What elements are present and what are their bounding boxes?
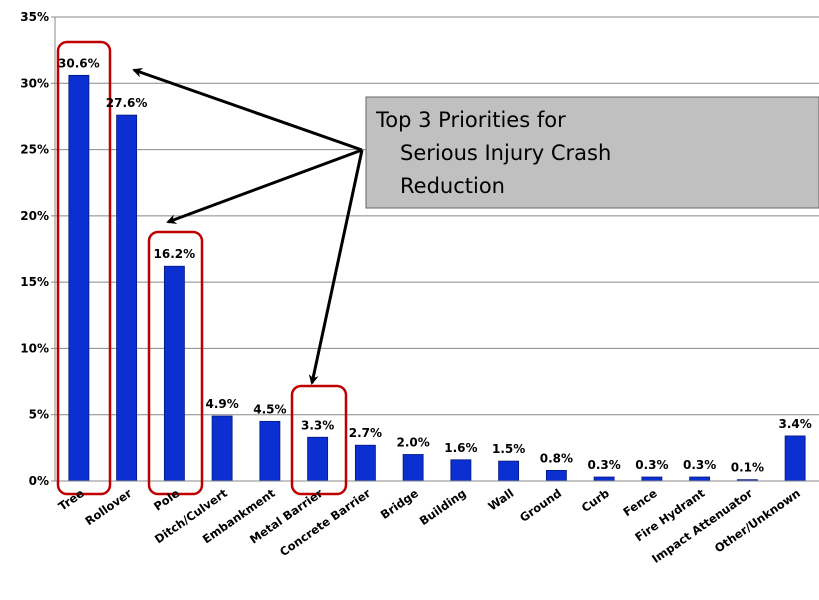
bar xyxy=(354,444,376,482)
bar xyxy=(498,460,520,482)
arrow xyxy=(308,149,364,385)
value-label: 0.3% xyxy=(587,458,620,472)
x-tick-label: Building xyxy=(417,486,469,528)
x-tick-label: Fence xyxy=(620,486,659,519)
value-label: 2.7% xyxy=(349,426,382,440)
highlight xyxy=(147,230,204,496)
value-label: 0.3% xyxy=(683,458,716,472)
annotation: Serious Injury Crash xyxy=(400,141,611,165)
value-label: 1.5% xyxy=(492,442,525,456)
value-label: 0.1% xyxy=(731,461,764,475)
bar xyxy=(259,420,281,482)
highlight xyxy=(56,40,112,496)
value-label: 16.2% xyxy=(154,247,196,261)
value-label: 1.6% xyxy=(444,441,477,455)
bar xyxy=(784,435,806,482)
bar xyxy=(641,476,663,482)
annotation: Reduction xyxy=(400,174,505,198)
arrow xyxy=(166,148,363,224)
highlight xyxy=(290,384,348,496)
x-tick-label: Concrete Barrier xyxy=(277,486,373,559)
bar xyxy=(545,469,567,482)
x-tick-label: Pole xyxy=(151,486,182,514)
y-tick-label: 5% xyxy=(29,408,49,422)
bar xyxy=(211,415,233,482)
value-label: 27.6% xyxy=(106,96,148,110)
bar xyxy=(307,436,329,482)
y-tick-label: 30% xyxy=(20,76,49,90)
annotation: Top 3 Priorities for xyxy=(375,108,566,132)
y-tick-label: 15% xyxy=(20,275,49,289)
y-tick-label: 20% xyxy=(20,209,49,223)
value-label: 0.8% xyxy=(540,451,573,465)
bars xyxy=(68,74,806,482)
bar xyxy=(116,114,138,482)
x-tick-label: Curb xyxy=(579,486,612,515)
x-tick-label: Bridge xyxy=(378,486,421,522)
bar xyxy=(689,476,711,482)
value-label: 4.5% xyxy=(253,402,286,416)
y-tick-label: 10% xyxy=(20,341,49,355)
bar xyxy=(163,265,185,482)
value-label: 3.3% xyxy=(301,418,334,432)
value-label: 30.6% xyxy=(58,56,100,70)
y-tick-label: 25% xyxy=(20,143,49,157)
bar xyxy=(68,74,90,482)
value-label: 2.0% xyxy=(396,435,429,449)
y-tick-label: 0% xyxy=(29,474,49,488)
x-tick-label: Wall xyxy=(485,486,516,513)
annotation-box xyxy=(365,96,819,209)
arrow xyxy=(132,67,363,152)
x-tick-label: Other/Unknown xyxy=(712,486,803,556)
value-label: 0.3% xyxy=(635,458,668,472)
x-tick-label: Ground xyxy=(517,486,564,525)
x-tick-label: Rollover xyxy=(82,486,134,528)
bar xyxy=(450,459,472,482)
value-label: 4.9% xyxy=(205,397,238,411)
bar xyxy=(402,454,424,482)
bar xyxy=(593,476,615,482)
y-tick-label: 35% xyxy=(20,10,49,24)
value-label: 3.4% xyxy=(778,417,811,431)
